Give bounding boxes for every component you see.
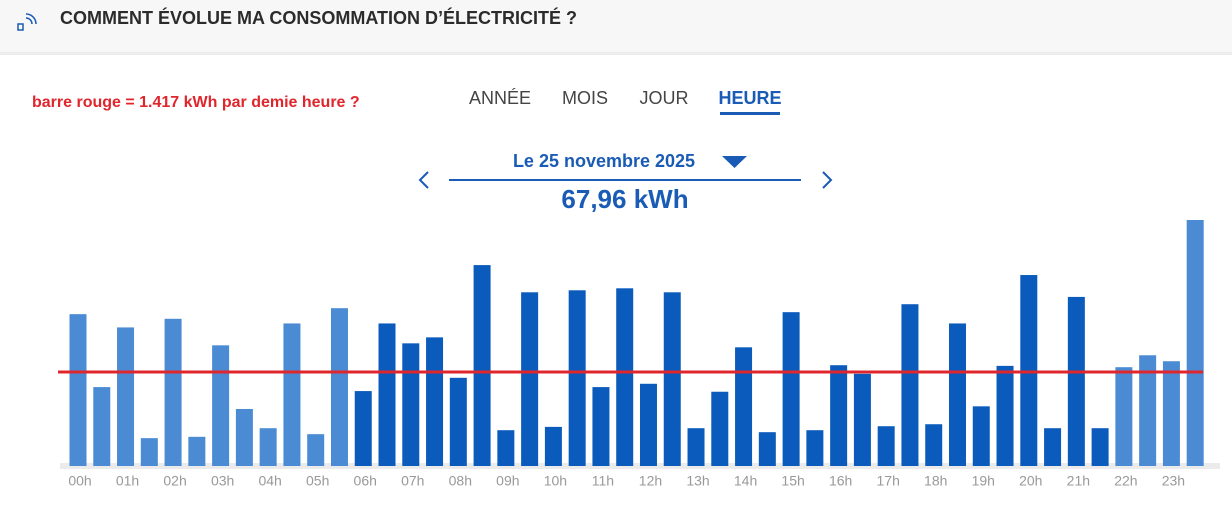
bar [830,365,848,466]
x-tick-label: 13h [686,473,709,489]
bar [283,323,301,466]
date-dropdown[interactable] [722,156,747,168]
x-tick-label: 02h [163,473,186,489]
bar [497,430,515,466]
bar [663,292,681,466]
bar [378,323,396,466]
x-tick-label: 12h [639,473,662,489]
x-tick-label: 17h [877,473,900,489]
x-tick-label: 07h [401,473,424,489]
bar [544,426,562,466]
bar [473,265,491,466]
x-tick-label: 15h [781,473,804,489]
total-label: 67,96 kWh [561,184,688,214]
bar [402,343,420,466]
bar [1139,355,1157,466]
bar [1162,361,1180,466]
tab-underline [720,112,780,115]
x-tick-label: 05h [306,473,329,489]
bar [449,377,467,466]
bar [996,365,1014,466]
tab[interactable]: MOIS [562,88,608,108]
date-label[interactable]: Le 25 novembre 2025 [513,151,695,171]
bar [735,347,753,466]
x-tick-label: 22h [1114,473,1137,489]
x-tick-label: 23h [1162,473,1185,489]
bar [877,426,895,466]
bar [901,304,919,466]
x-tick-label: 03h [211,473,234,489]
card-shadow [0,52,1232,55]
bar [140,438,158,466]
bar [259,428,277,466]
bar [117,327,135,466]
x-tick-label: 10h [544,473,567,489]
bar [972,406,990,466]
header-icon [17,13,37,31]
x-tick-label: 20h [1019,473,1042,489]
bar [1067,296,1085,466]
next-button[interactable] [822,171,833,189]
tab[interactable]: ANNÉE [469,88,531,108]
bar [354,391,372,466]
bar [568,290,586,466]
bar [592,387,610,466]
x-tick-label: 14h [734,473,757,489]
bar [69,314,87,466]
annotation: barre rouge = 1.417 kWh par demie heure … [32,94,360,111]
x-tick-label: 01h [116,473,139,489]
x-tick-label: 00h [68,473,91,489]
bar [1115,367,1133,466]
bar [188,436,206,466]
x-tick-label: 06h [354,473,377,489]
bar [1091,428,1109,466]
bar [948,323,966,466]
bar [758,432,776,466]
bar [93,387,111,466]
x-tick-label: 19h [972,473,995,489]
x-tick-label: 04h [258,473,281,489]
bar [782,312,800,466]
x-tick-label: 08h [449,473,472,489]
bar [616,288,634,466]
bar [687,428,705,466]
tabs: ANNÉE MOIS JOUR HEURE [469,88,782,115]
bar [212,345,230,466]
bar [925,424,943,466]
bar [1044,428,1062,466]
bar [853,373,871,466]
x-tick-label: 16h [829,473,852,489]
bar [235,408,253,466]
header-title: COMMENT ÉVOLUE MA CONSOMMATION D’ÉLECTRI… [60,7,577,28]
tab[interactable]: HEURE [718,88,781,108]
x-tick-label: 09h [496,473,519,489]
bar [307,434,325,466]
bar [711,391,729,466]
tab[interactable]: JOUR [640,88,689,108]
bar [164,318,182,466]
header-bar [0,0,1232,52]
bar [639,383,657,466]
bar [426,337,444,466]
x-tick-label: 21h [1067,473,1090,489]
bar [1186,220,1204,466]
bar [521,292,539,466]
bar [806,430,824,466]
x-tick-label: 18h [924,473,947,489]
prev-button[interactable] [418,171,429,189]
bar [330,308,348,466]
bar [1020,275,1038,466]
bars: 00h 01h 02h 03h 04h 05h 06h 07h 08h 09h 10h 11h 12h 1… [68,220,1204,489]
x-tick-label: 11h [592,473,614,489]
